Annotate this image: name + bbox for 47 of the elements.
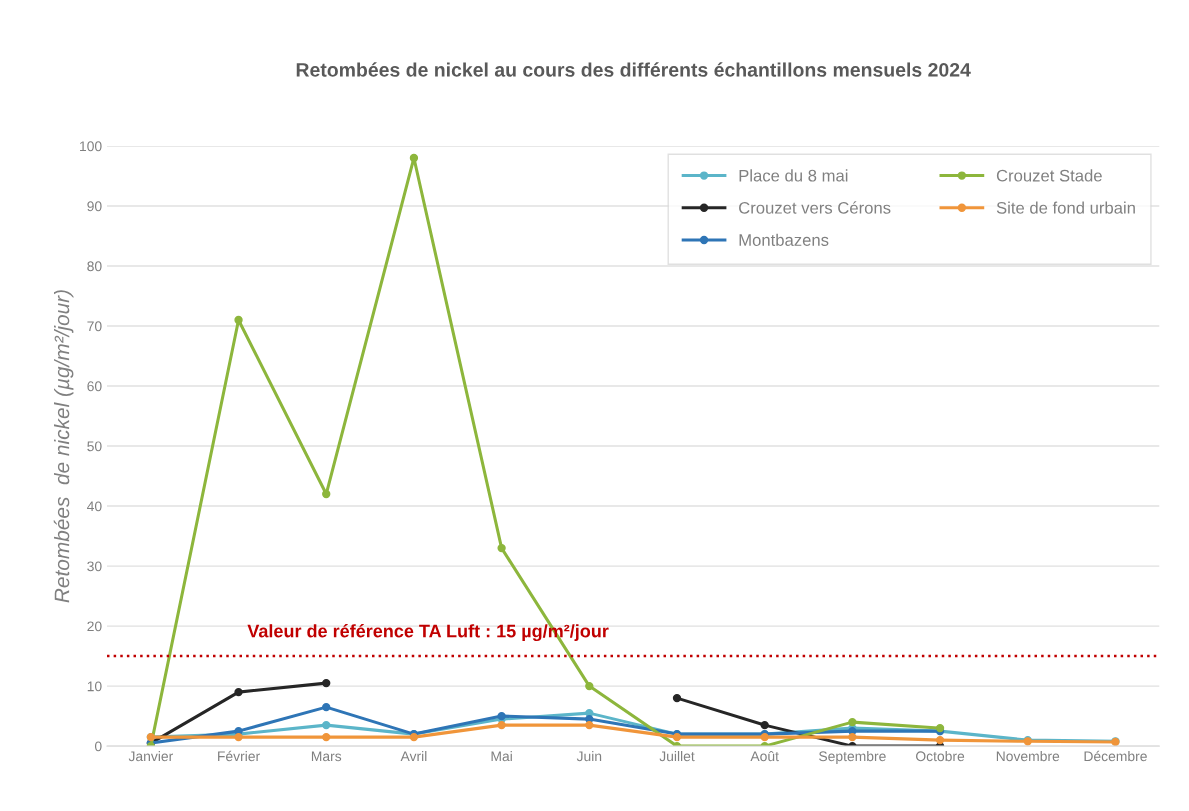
point bbox=[234, 687, 243, 697]
point bbox=[322, 678, 331, 688]
point bbox=[760, 720, 769, 730]
y-tick-label: 20 bbox=[87, 621, 102, 632]
y-tick-label: 70 bbox=[87, 321, 102, 332]
x-tick-label: Juillet bbox=[659, 750, 695, 762]
y-tick-label: 40 bbox=[87, 501, 102, 512]
y-tick-label: 90 bbox=[87, 201, 102, 212]
chart-title: Retombées de nickel au cours des différents échantillons mensuels 2024 bbox=[296, 62, 971, 77]
point bbox=[672, 693, 682, 703]
x-tick-label: Août bbox=[750, 750, 779, 762]
point bbox=[585, 720, 594, 730]
x-tick-label: Mars bbox=[311, 751, 342, 762]
y-tick-label: 50 bbox=[87, 441, 102, 452]
point bbox=[409, 153, 419, 163]
y-tick-label: 30 bbox=[87, 561, 102, 572]
point bbox=[935, 735, 945, 745]
point bbox=[322, 720, 331, 730]
x-tick-label: Octobre bbox=[916, 750, 965, 762]
y-tick-label: 0 bbox=[94, 741, 102, 752]
x-tick-label: Février bbox=[218, 750, 260, 762]
y-tick-label: 10 bbox=[87, 681, 102, 692]
point bbox=[585, 681, 594, 691]
point bbox=[322, 702, 331, 712]
x-tick-label: Novembre bbox=[996, 750, 1060, 762]
x-tick-label: Mai bbox=[491, 750, 512, 762]
x-tick-label: Septembre bbox=[819, 750, 886, 764]
point bbox=[234, 315, 243, 325]
x-tick-label: Janvier bbox=[128, 750, 174, 762]
y-tick-label: 60 bbox=[87, 381, 102, 392]
point bbox=[848, 717, 857, 727]
legend-label: Crouzet vers Cérons bbox=[739, 201, 891, 214]
x-tick-label: Avril bbox=[400, 750, 427, 762]
y-tick-label: 100 bbox=[80, 141, 102, 152]
x-tick-label: Décembre bbox=[1084, 750, 1147, 762]
point bbox=[497, 543, 506, 553]
point bbox=[848, 732, 857, 742]
legend-label: Place du 8 mai bbox=[739, 169, 848, 182]
y-axis-title: Retombées de nickel (µg/m²/jour) bbox=[53, 290, 74, 603]
point bbox=[322, 732, 331, 742]
point bbox=[497, 720, 506, 730]
legend-label: Site de fond urbain bbox=[996, 201, 1135, 214]
legend-label: Montbazens bbox=[739, 233, 829, 246]
legend-label: Crouzet Stade bbox=[996, 169, 1102, 182]
y-tick-label: 80 bbox=[87, 261, 102, 272]
x-tick-label: Juin bbox=[576, 750, 602, 762]
point bbox=[322, 489, 331, 499]
